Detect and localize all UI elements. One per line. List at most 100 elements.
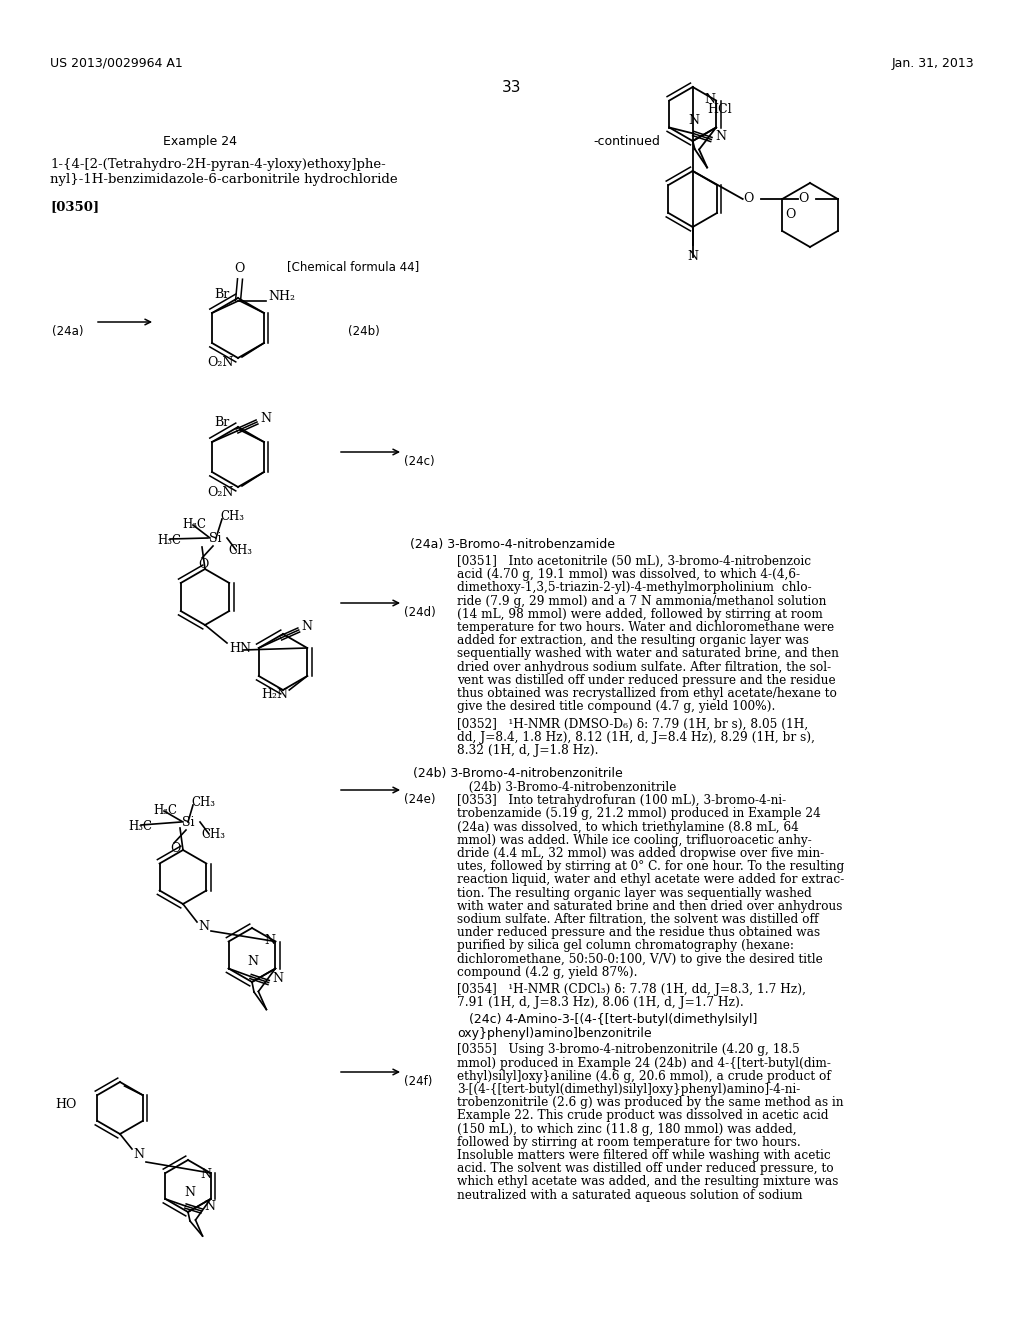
Text: purified by silica gel column chromatography (hexane:: purified by silica gel column chromatogr… — [457, 940, 794, 953]
Text: H₃C: H₃C — [157, 533, 181, 546]
Text: H₃C: H₃C — [128, 820, 152, 833]
Text: (24b) 3-Bromo-4-nitrobenzonitrile: (24b) 3-Bromo-4-nitrobenzonitrile — [457, 781, 677, 795]
Text: [0350]: [0350] — [50, 201, 99, 213]
Text: oxy}phenyl)amino]benzonitrile: oxy}phenyl)amino]benzonitrile — [457, 1027, 651, 1040]
Text: N: N — [205, 1200, 215, 1213]
Text: N: N — [264, 935, 274, 946]
Text: N: N — [302, 619, 312, 632]
Text: Jan. 31, 2013: Jan. 31, 2013 — [891, 57, 974, 70]
Text: with water and saturated brine and then dried over anhydrous: with water and saturated brine and then … — [457, 900, 843, 913]
Text: N: N — [687, 249, 698, 263]
Text: ride (7.9 g, 29 mmol) and a 7 N ammonia/methanol solution: ride (7.9 g, 29 mmol) and a 7 N ammonia/… — [457, 594, 826, 607]
Text: Example 22. This crude product was dissolved in acetic acid: Example 22. This crude product was disso… — [457, 1109, 828, 1122]
Text: Si: Si — [182, 816, 195, 829]
Text: [0354]   ¹H-NMR (CDCl₃) δ: 7.78 (1H, dd, J=8.3, 1.7 Hz),: [0354] ¹H-NMR (CDCl₃) δ: 7.78 (1H, dd, J… — [457, 983, 806, 997]
Text: O: O — [799, 193, 809, 206]
Text: N: N — [198, 920, 209, 933]
Text: utes, followed by stirring at 0° C. for one hour. To the resulting: utes, followed by stirring at 0° C. for … — [457, 861, 844, 874]
Text: reaction liquid, water and ethyl acetate were added for extrac-: reaction liquid, water and ethyl acetate… — [457, 874, 844, 887]
Text: dichloromethane, 50:50-0:100, V/V) to give the desired title: dichloromethane, 50:50-0:100, V/V) to gi… — [457, 953, 822, 966]
Text: ethyl)silyl]oxy}aniline (4.6 g, 20.6 mmol), a crude product of: ethyl)silyl]oxy}aniline (4.6 g, 20.6 mmo… — [457, 1069, 830, 1082]
Text: H₂N: H₂N — [261, 689, 288, 701]
Text: N: N — [260, 412, 271, 425]
Text: O₂N: O₂N — [207, 486, 233, 499]
Text: NH₂: NH₂ — [268, 290, 295, 304]
Text: added for extraction, and the resulting organic layer was: added for extraction, and the resulting … — [457, 634, 809, 647]
Text: (24c) 4-Amino-3-[(4-{[tert-butyl(dimethylsilyl]: (24c) 4-Amino-3-[(4-{[tert-butyl(dimethy… — [457, 1014, 758, 1027]
Text: dimethoxy-1,3,5-triazin-2-yl)-4-methylmorpholinium  chlo-: dimethoxy-1,3,5-triazin-2-yl)-4-methylmo… — [457, 581, 812, 594]
Text: thus obtained was recrystallized from ethyl acetate/hexane to: thus obtained was recrystallized from et… — [457, 686, 837, 700]
Text: vent was distilled off under reduced pressure and the residue: vent was distilled off under reduced pre… — [457, 673, 836, 686]
Text: tion. The resulting organic layer was sequentially washed: tion. The resulting organic layer was se… — [457, 887, 812, 900]
Text: trobenzonitrile (2.6 g) was produced by the same method as in: trobenzonitrile (2.6 g) was produced by … — [457, 1096, 844, 1109]
Text: (24a): (24a) — [52, 325, 84, 338]
Text: (24f): (24f) — [404, 1074, 432, 1088]
Text: [Chemical formula 44]: [Chemical formula 44] — [287, 260, 419, 273]
Text: Insoluble matters were filtered off while washing with acetic: Insoluble matters were filtered off whil… — [457, 1148, 830, 1162]
Text: N: N — [200, 1167, 211, 1180]
Text: HO: HO — [55, 1098, 77, 1111]
Text: compound (4.2 g, yield 87%).: compound (4.2 g, yield 87%). — [457, 966, 638, 979]
Text: dride (4.4 mL, 32 mmol) was added dropwise over five min-: dride (4.4 mL, 32 mmol) was added dropwi… — [457, 847, 824, 861]
Text: trobenzamide (5.19 g, 21.2 mmol) produced in Example 24: trobenzamide (5.19 g, 21.2 mmol) produce… — [457, 808, 821, 821]
Text: [0351]   Into acetonitrile (50 mL), 3-bromo-4-nitrobenzoic: [0351] Into acetonitrile (50 mL), 3-brom… — [457, 554, 811, 568]
Text: O: O — [785, 209, 796, 222]
Text: 3-[(4-{[tert-butyl(dimethyl)silyl]oxy}phenyl)amino]-4-ni-: 3-[(4-{[tert-butyl(dimethyl)silyl]oxy}ph… — [457, 1082, 800, 1096]
Text: HCl: HCl — [708, 103, 732, 116]
Text: N: N — [705, 92, 716, 106]
Text: (150 mL), to which zinc (11.8 g, 180 mmol) was added,: (150 mL), to which zinc (11.8 g, 180 mmo… — [457, 1122, 797, 1135]
Text: Si: Si — [209, 532, 221, 544]
Text: dried over anhydrous sodium sulfate. After filtration, the sol-: dried over anhydrous sodium sulfate. Aft… — [457, 660, 831, 673]
Text: O: O — [170, 842, 180, 855]
Text: followed by stirring at room temperature for two hours.: followed by stirring at room temperature… — [457, 1135, 801, 1148]
Text: neutralized with a saturated aqueous solution of sodium: neutralized with a saturated aqueous sol… — [457, 1188, 803, 1201]
Text: sodium sulfate. After filtration, the solvent was distilled off: sodium sulfate. After filtration, the so… — [457, 913, 818, 927]
Text: 33: 33 — [502, 81, 522, 95]
Text: under reduced pressure and the residue thus obtained was: under reduced pressure and the residue t… — [457, 927, 820, 940]
Text: N: N — [247, 954, 258, 968]
Text: acid (4.70 g, 19.1 mmol) was dissolved, to which 4-(4,6-: acid (4.70 g, 19.1 mmol) was dissolved, … — [457, 568, 800, 581]
Text: (24a) was dissolved, to which triethylamine (8.8 mL, 64: (24a) was dissolved, to which triethylam… — [457, 821, 799, 834]
Text: mmol) produced in Example 24 (24b) and 4-{[tert-butyl(dim-: mmol) produced in Example 24 (24b) and 4… — [457, 1056, 830, 1069]
Text: 7.91 (1H, d, J=8.3 Hz), 8.06 (1H, d, J=1.7 Hz).: 7.91 (1H, d, J=8.3 Hz), 8.06 (1H, d, J=1… — [457, 997, 743, 1010]
Text: give the desired title compound (4.7 g, yield 100%).: give the desired title compound (4.7 g, … — [457, 700, 775, 713]
Text: [0353]   Into tetrahydrofuran (100 mL), 3-bromo-4-ni-: [0353] Into tetrahydrofuran (100 mL), 3-… — [457, 795, 786, 808]
Text: temperature for two hours. Water and dichloromethane were: temperature for two hours. Water and dic… — [457, 620, 835, 634]
Text: H₃C: H₃C — [182, 517, 206, 531]
Text: N: N — [716, 129, 726, 143]
Text: O: O — [233, 261, 244, 275]
Text: CH₃: CH₃ — [220, 511, 244, 524]
Text: acid. The solvent was distilled off under reduced pressure, to: acid. The solvent was distilled off unde… — [457, 1162, 834, 1175]
Text: HN: HN — [229, 642, 251, 655]
Text: N: N — [133, 1147, 144, 1160]
Text: nyl}-1H-benzimidazole-6-carbonitrile hydrochloride: nyl}-1H-benzimidazole-6-carbonitrile hyd… — [50, 173, 397, 186]
Text: O₂N: O₂N — [207, 356, 233, 370]
Text: (24b) 3-Bromo-4-nitrobenzonitrile: (24b) 3-Bromo-4-nitrobenzonitrile — [401, 767, 623, 780]
Text: CH₃: CH₃ — [228, 544, 252, 557]
Text: 1-{4-[2-(Tetrahydro-2H-pyran-4-yloxy)ethoxy]phe-: 1-{4-[2-(Tetrahydro-2H-pyran-4-yloxy)eth… — [50, 158, 386, 172]
Text: N: N — [688, 114, 699, 127]
Text: CH₃: CH₃ — [201, 829, 225, 842]
Text: CH₃: CH₃ — [191, 796, 215, 809]
Text: [0355]   Using 3-bromo-4-nitrobenzonitrile (4.20 g, 18.5: [0355] Using 3-bromo-4-nitrobenzonitrile… — [457, 1043, 800, 1056]
Text: mmol) was added. While ice cooling, trifluoroacetic anhy-: mmol) was added. While ice cooling, trif… — [457, 834, 812, 847]
Text: (14 mL, 98 mmol) were added, followed by stirring at room: (14 mL, 98 mmol) were added, followed by… — [457, 607, 823, 620]
Text: H₃C: H₃C — [153, 804, 177, 817]
Text: (24e): (24e) — [404, 793, 435, 807]
Text: [0352]   ¹H-NMR (DMSO-D₆) δ: 7.79 (1H, br s), 8.05 (1H,: [0352] ¹H-NMR (DMSO-D₆) δ: 7.79 (1H, br … — [457, 717, 808, 730]
Text: (24b): (24b) — [348, 325, 380, 338]
Text: dd, J=8.4, 1.8 Hz), 8.12 (1H, d, J=8.4 Hz), 8.29 (1H, br s),: dd, J=8.4, 1.8 Hz), 8.12 (1H, d, J=8.4 H… — [457, 730, 815, 743]
Text: O: O — [743, 193, 754, 206]
Text: N: N — [272, 972, 284, 985]
Text: sequentially washed with water and saturated brine, and then: sequentially washed with water and satur… — [457, 647, 839, 660]
Text: US 2013/0029964 A1: US 2013/0029964 A1 — [50, 57, 182, 70]
Text: Example 24: Example 24 — [163, 135, 237, 148]
Text: which ethyl acetate was added, and the resulting mixture was: which ethyl acetate was added, and the r… — [457, 1175, 839, 1188]
Text: 8.32 (1H, d, J=1.8 Hz).: 8.32 (1H, d, J=1.8 Hz). — [457, 743, 598, 756]
Text: N: N — [184, 1187, 195, 1200]
Text: O: O — [198, 558, 208, 572]
Text: (24d): (24d) — [404, 606, 436, 619]
Text: -continued: -continued — [593, 135, 659, 148]
Text: Br: Br — [214, 417, 229, 429]
Text: Br: Br — [214, 288, 229, 301]
